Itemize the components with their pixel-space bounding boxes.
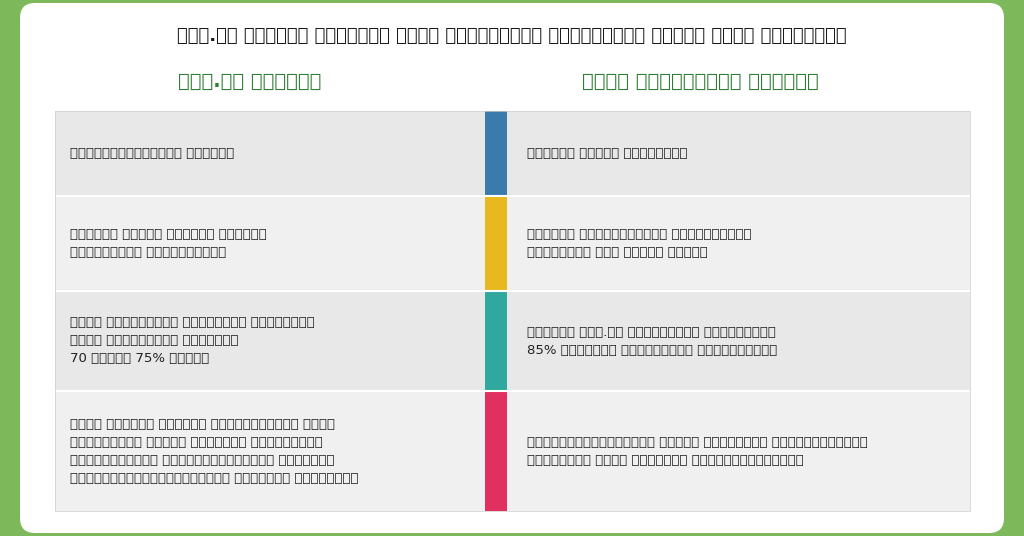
Text: என்.டி ஸ்கேன்: என்.டி ஸ்கேன் bbox=[178, 71, 322, 91]
Text: ஸ்கேன் செய்த உடனேயே உங்கள்
முடிவுகள் கிடைக்கும்: ஸ்கேன் செய்த உடனேயே உங்கள் முடிவுகள் கிட… bbox=[70, 228, 266, 259]
Bar bbox=[507, 391, 970, 511]
Text: உங்கள் என்.டி ஸ்கேனுடன் இணைந்தால்
85% துல்லிய விகிதத்தை அளிக்கிறது: உங்கள் என்.டி ஸ்கேனுடன் இணைந்தால் 85% து… bbox=[527, 325, 777, 356]
Bar bbox=[507, 196, 970, 291]
Bar bbox=[55, 111, 970, 511]
Bar bbox=[55, 391, 485, 511]
Text: டபள் மார்க்கர் டெஸ்டு: டபள் மார்க்கர் டெஸ்டு bbox=[582, 71, 818, 91]
Bar bbox=[485, 391, 507, 511]
Bar bbox=[485, 196, 507, 291]
Bar bbox=[55, 291, 485, 391]
Bar bbox=[55, 196, 485, 291]
FancyBboxPatch shape bbox=[20, 3, 1004, 533]
Text: இந்த ஸ்கேன் உங்கள் குழந்தையின் நாசி
எலும்பைப் போன்ற மற்றொரு மென்மையான
மார்க்கரைச: இந்த ஸ்கேன் உங்கள் குழந்தையின் நாசி எலும… bbox=[70, 418, 358, 485]
Bar bbox=[485, 111, 507, 196]
Text: உங்கள் முடிவுகளைப் பெறுவதற்கு
தோராயமாக ஒரு வாரம் ஆகும்: உங்கள் முடிவுகளைப் பெறுவதற்கு தோராயமாக ஒ… bbox=[527, 228, 752, 259]
Bar bbox=[485, 291, 507, 391]
Bar bbox=[55, 111, 485, 196]
Bar bbox=[507, 291, 970, 391]
Text: தாயின் இரத்த பரிசோதனை: தாயின் இரத்த பரிசோதனை bbox=[527, 147, 687, 160]
Text: என்.டி ஸ்கேன் மற்றும் டபள் மார்க்கர் சோதனைக்கு இடேயே உள்ள வேறுபாடு: என்.டி ஸ்கேன் மற்றும் டபள் மார்க்கர் சோத… bbox=[177, 27, 847, 45]
Bar bbox=[507, 111, 970, 196]
Text: டபள் மார்க்கர் இல்லாமல் செய்யும்
போது துல்லியம் விகிதம்
70 முதல் 75% ஆகும்: டபள் மார்க்கர் இல்லாமல் செய்யும் போது து… bbox=[70, 316, 314, 366]
Text: அல்ட்ராசவுண்டு ஸ்கேன்: அல்ட்ராசவுண்டு ஸ்கேன் bbox=[70, 147, 234, 160]
Text: கர்ப்பத்திற்குப் பிறகு உற்பத்தி செய்யப்படும்
ஹார்மோன் அளவை மட்டுமே சரியார்க்கிறத: கர்ப்பத்திற்குப் பிறகு உற்பத்தி செய்யப்ப… bbox=[527, 435, 867, 466]
